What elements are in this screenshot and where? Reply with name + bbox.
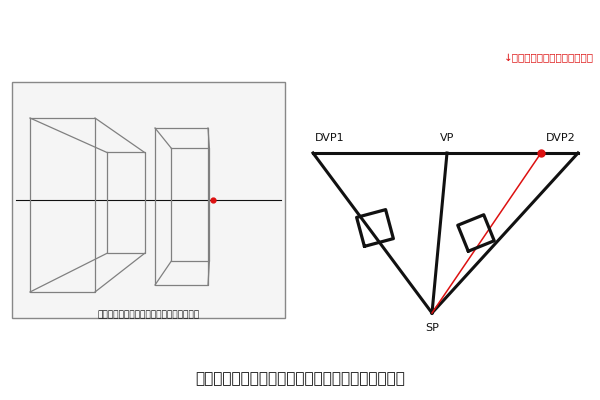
Text: DVP1: DVP1 — [315, 133, 344, 143]
Text: ↓立方体が正面を向いていない: ↓立方体が正面を向いていない — [504, 53, 594, 63]
Text: DVP2: DVP2 — [546, 133, 576, 143]
Text: SP: SP — [425, 323, 439, 333]
Bar — [12, 82, 285, 318]
Text: VP: VP — [440, 133, 454, 143]
Text: １点透視図法で消失点がキャンバス中央にない場合: １点透視図法で消失点がキャンバス中央にない場合 — [195, 371, 405, 386]
Text: 一点透視で消失点が偏っている画は間違い: 一点透視で消失点が偏っている画は間違い — [97, 310, 200, 319]
